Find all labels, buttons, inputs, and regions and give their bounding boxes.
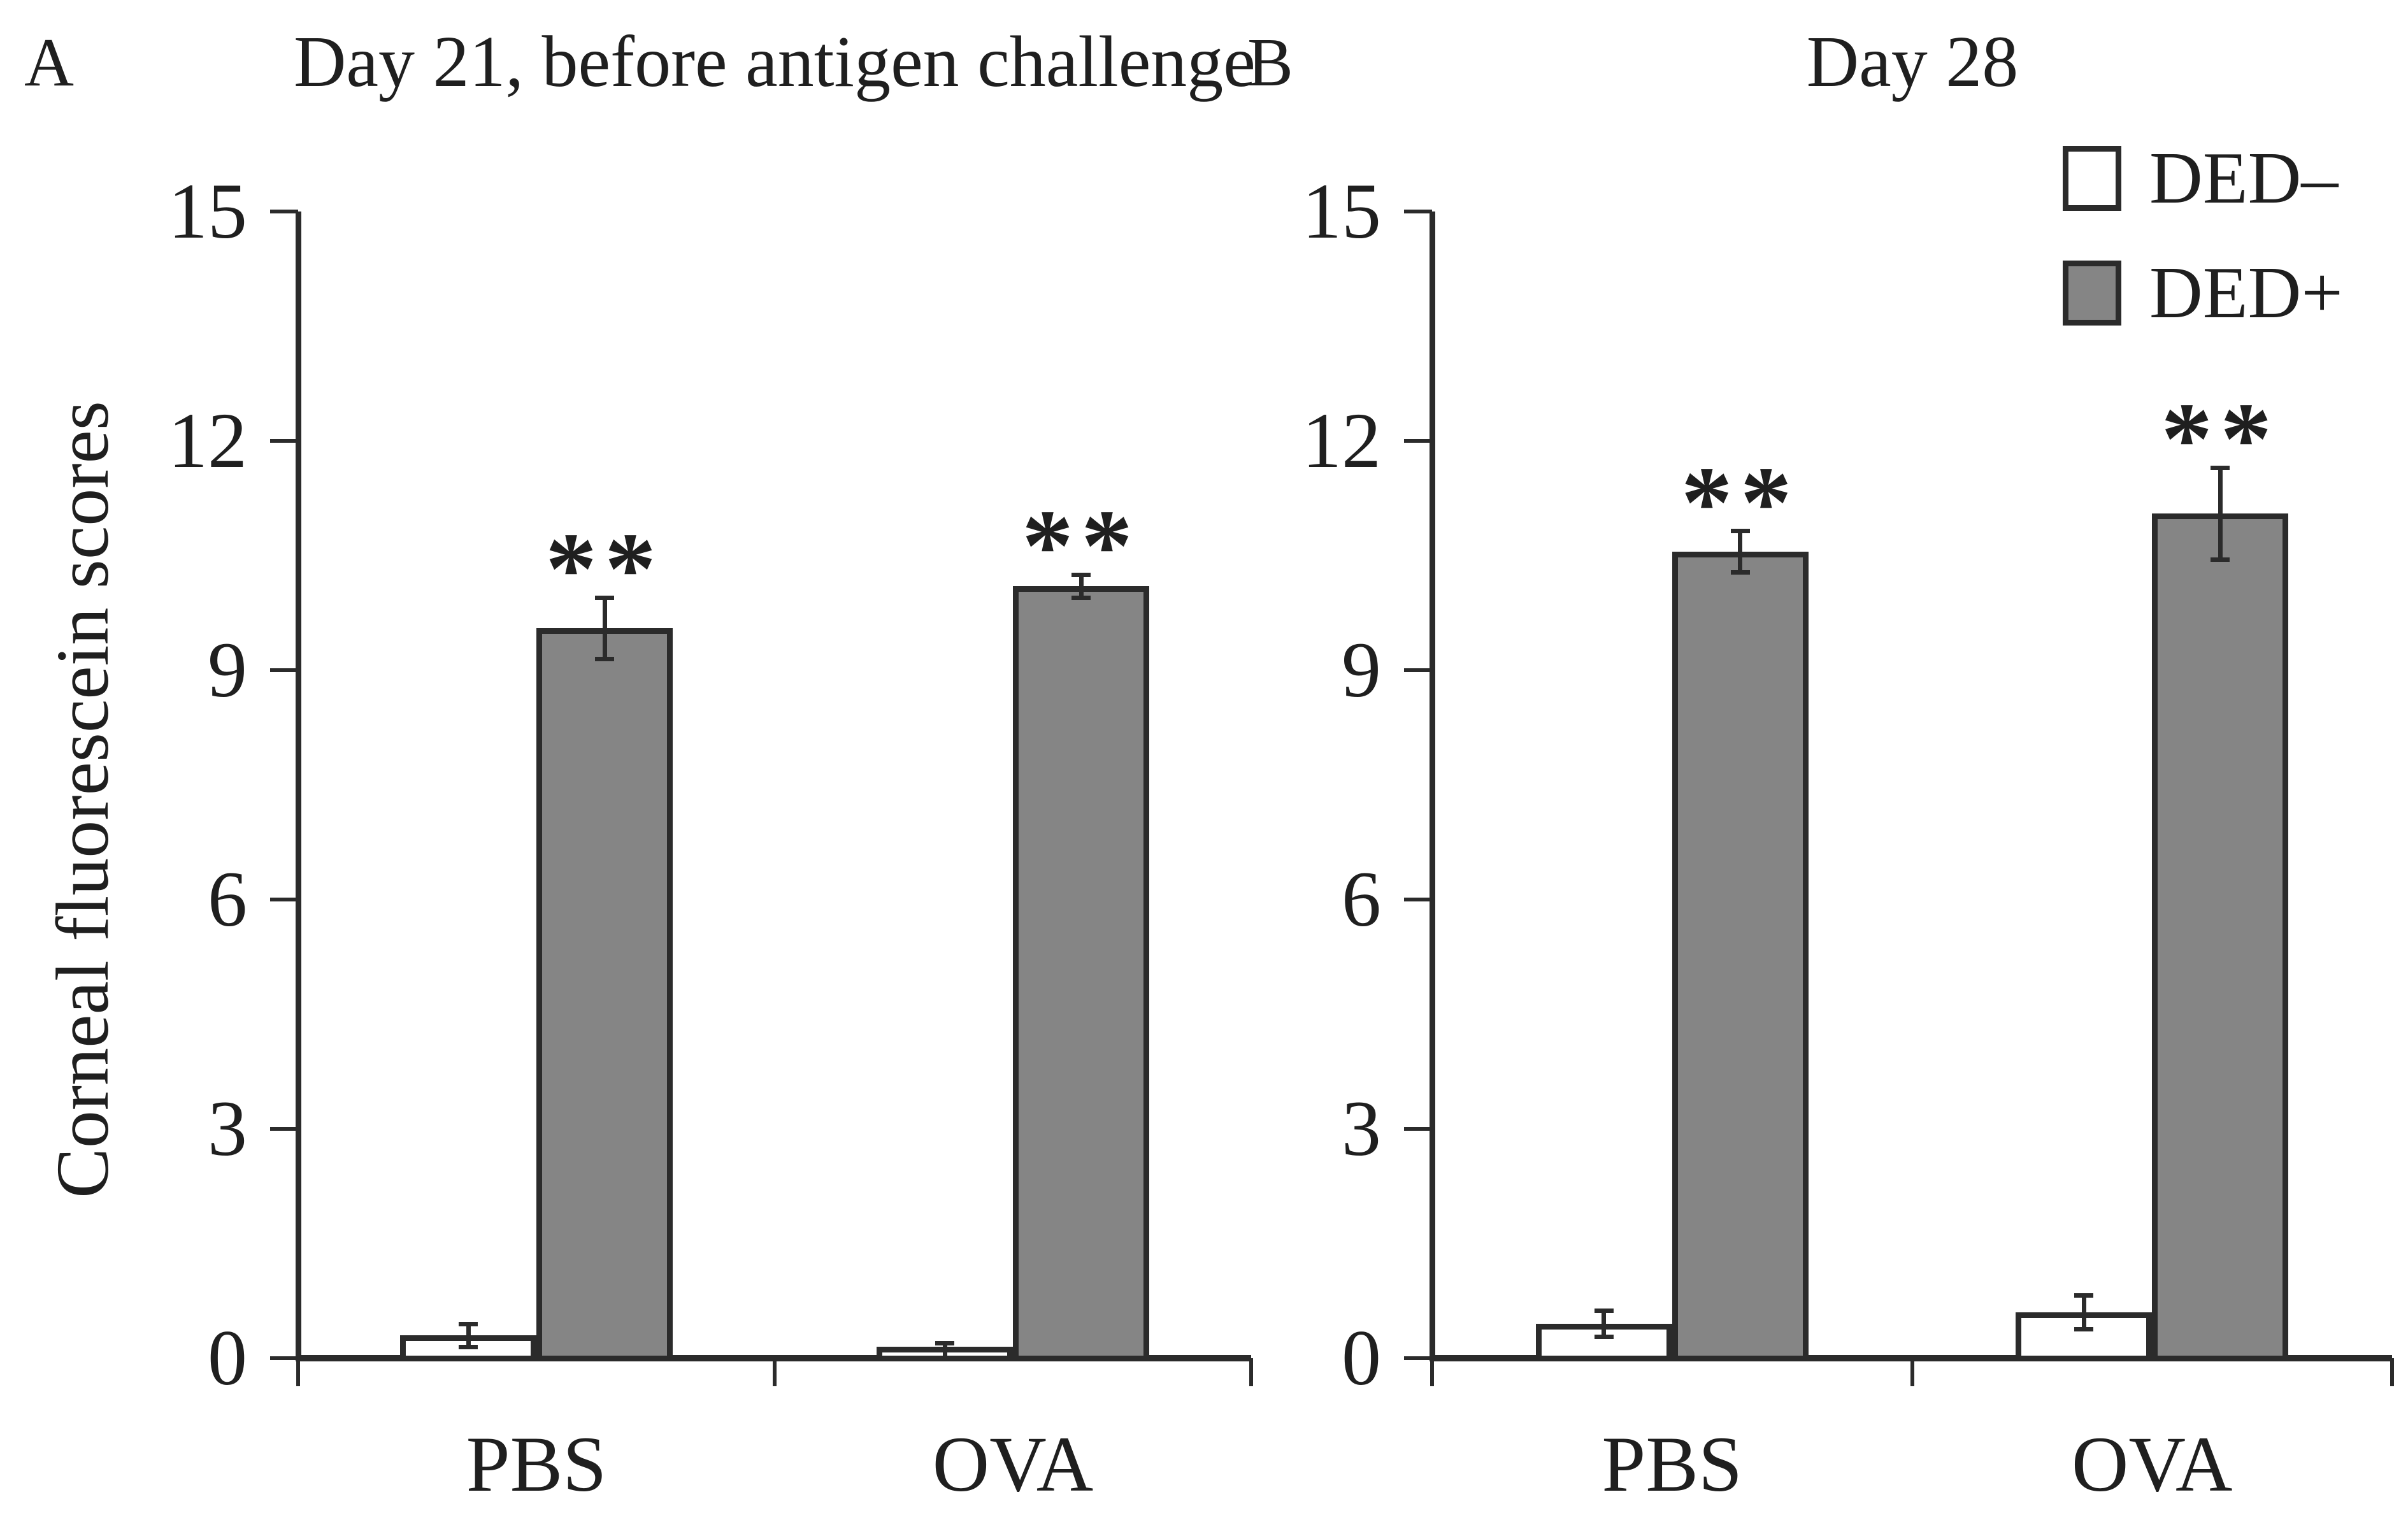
y-tick-label: 0 — [1342, 1314, 1381, 1402]
legend: DED– DED+ — [2063, 141, 2343, 330]
y-tick-label: 15 — [168, 168, 247, 255]
error-bar-cap — [459, 1321, 478, 1326]
error-bar-cap — [1071, 595, 1091, 600]
x-axis-tick — [1910, 1358, 1914, 1386]
error-bar-cap — [1071, 572, 1091, 577]
y-axis-tick — [1404, 210, 1432, 213]
y-tick-label: 6 — [208, 856, 247, 943]
y-axis-tick — [1404, 898, 1432, 901]
panel-b-title: Day 28 — [1806, 21, 2019, 102]
x-axis-tick — [1430, 1358, 1434, 1386]
y-axis-tick — [1404, 439, 1432, 443]
error-bar-line — [602, 598, 607, 659]
error-bar-line — [466, 1324, 471, 1347]
y-axis-tick — [270, 1127, 298, 1131]
y-axis-tick — [270, 439, 298, 443]
legend-label-ded-plus: DED+ — [2149, 252, 2343, 334]
error-bar-cap — [1730, 529, 1750, 534]
y-tick-label: 9 — [208, 626, 247, 713]
error-bar-line — [942, 1343, 947, 1358]
y-axis-tick — [1404, 1356, 1432, 1360]
y-axis-tick — [270, 898, 298, 901]
category-label: OVA — [2071, 1421, 2233, 1508]
error-bar-cap — [2074, 1326, 2094, 1331]
panel-a-title: Day 21, before antigen challenge — [294, 21, 1256, 102]
y-axis-tick — [270, 210, 298, 213]
x-axis-tick — [1249, 1358, 1253, 1386]
category-label: OVA — [932, 1421, 1094, 1508]
bar-ded-plus — [1672, 552, 1809, 1361]
error-bar-cap — [595, 595, 614, 600]
error-bar-cap — [2074, 1293, 2094, 1298]
y-axis-tick — [1404, 668, 1432, 672]
y-tick-label: 3 — [208, 1085, 247, 1172]
y-tick-label: 12 — [1302, 397, 1381, 484]
error-bar-cap — [595, 656, 614, 661]
y-axis-tick — [1404, 1127, 1432, 1131]
error-bar-cap — [1730, 570, 1750, 575]
category-label: PBS — [1602, 1421, 1743, 1508]
y-tick-label: 9 — [1342, 626, 1381, 713]
x-axis-tick — [773, 1358, 777, 1386]
significance-label: ** — [1022, 489, 1140, 603]
significance-label: ** — [545, 512, 664, 626]
x-axis-tick — [296, 1358, 300, 1386]
legend-swatch-ded-minus — [2063, 146, 2121, 211]
significance-label: ** — [2161, 382, 2280, 496]
error-bar-line — [2218, 468, 2223, 559]
error-bar-cap — [2211, 557, 2230, 562]
error-bar-line — [2081, 1295, 2086, 1330]
x-axis-tick — [2390, 1358, 2394, 1386]
y-axis-line — [1429, 212, 1435, 1361]
significance-label: ** — [1681, 445, 1800, 560]
error-bar-line — [1079, 575, 1084, 598]
error-bar-cap — [935, 1340, 954, 1345]
panel-a-letter: A — [24, 25, 74, 101]
y-tick-label: 0 — [208, 1314, 247, 1402]
legend-item-ded-minus: DED– — [2063, 141, 2343, 215]
y-axis-title: Corneal fluorescein scores — [41, 401, 124, 1198]
legend-item-ded-plus: DED+ — [2063, 256, 2343, 330]
y-axis-tick — [270, 1356, 298, 1360]
error-bar-cap — [1594, 1334, 1614, 1339]
category-label: PBS — [466, 1421, 607, 1508]
error-bar-cap — [1594, 1309, 1614, 1314]
error-bar-line — [1602, 1310, 1607, 1337]
y-tick-label: 12 — [168, 397, 247, 484]
bar-ded-plus — [536, 628, 673, 1361]
error-bar-cap — [2211, 465, 2230, 470]
y-tick-label: 6 — [1342, 856, 1381, 943]
error-bar-cap — [935, 1356, 954, 1361]
legend-swatch-ded-plus — [2063, 261, 2121, 326]
panel-b-letter: B — [1247, 25, 1294, 101]
y-axis-tick — [270, 668, 298, 672]
bar-ded-plus — [2152, 513, 2289, 1361]
y-axis-line — [295, 212, 301, 1361]
y-tick-label: 3 — [1342, 1085, 1381, 1172]
y-tick-label: 15 — [1302, 168, 1381, 255]
error-bar-cap — [459, 1344, 478, 1349]
error-bar-line — [1738, 531, 1743, 573]
legend-label-ded-minus: DED– — [2149, 138, 2339, 219]
bar-ded-plus — [1013, 586, 1149, 1361]
